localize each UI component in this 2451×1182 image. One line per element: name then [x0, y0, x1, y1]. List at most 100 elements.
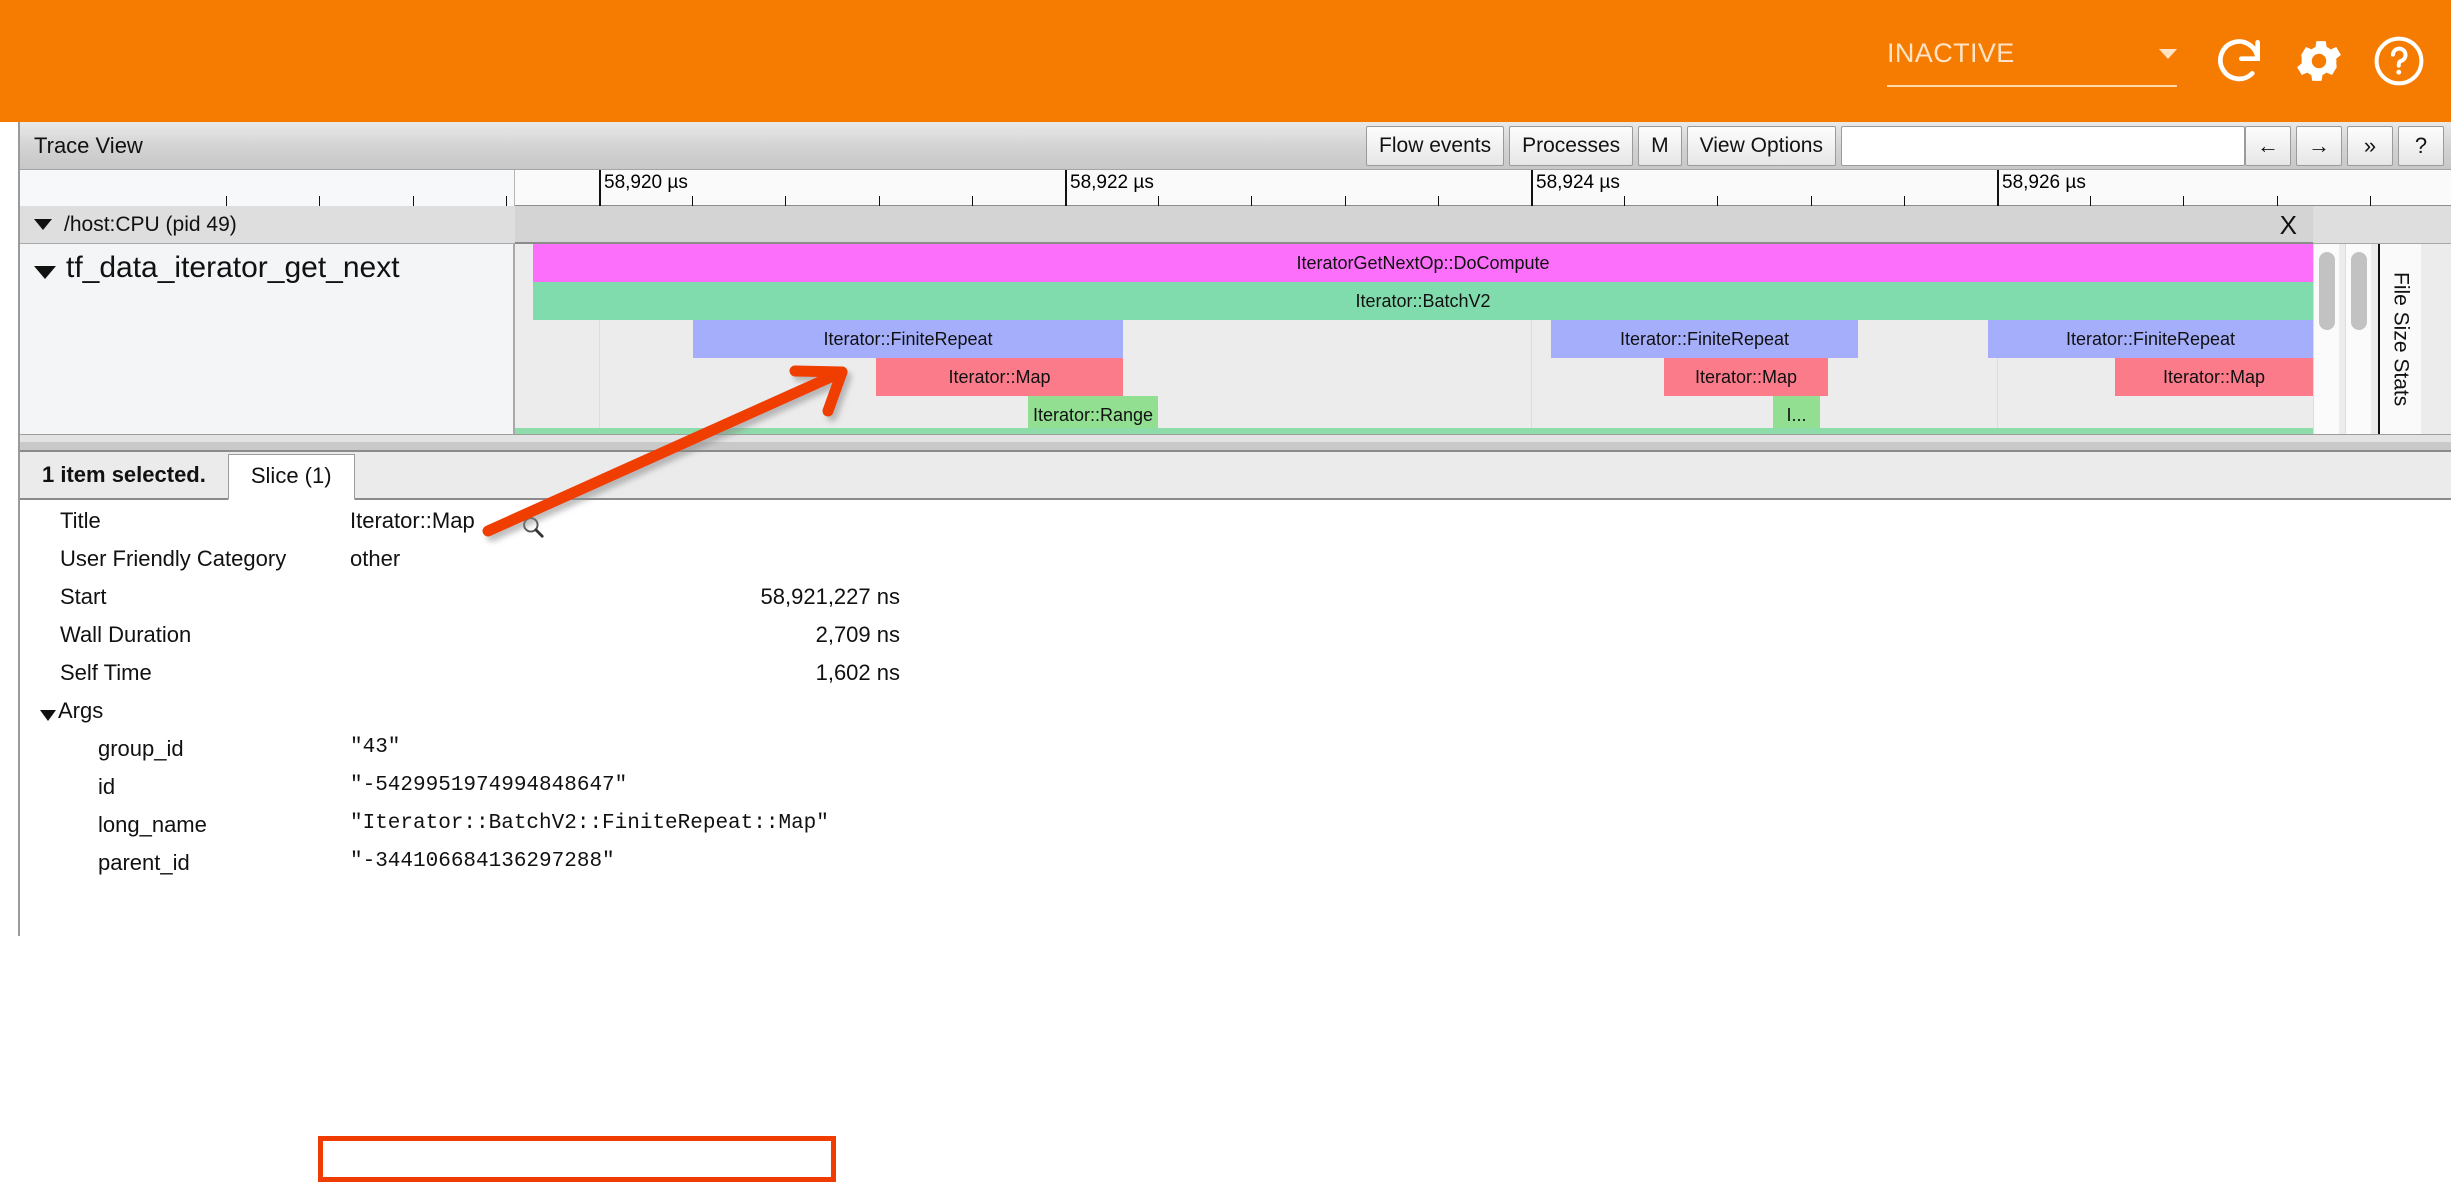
ruler-tick-minor	[505, 196, 507, 206]
trace-slice[interactable]: Iterator::Map	[876, 358, 1123, 396]
ruler-tick-minor	[1624, 196, 1626, 206]
track-area: tf_data_iterator_get_next IteratorGetNex…	[20, 206, 2451, 434]
refresh-icon[interactable]	[2211, 33, 2267, 89]
arg-value: "-5429951974994848647"	[350, 774, 628, 797]
ruler-tick-minor	[319, 196, 321, 206]
detail-key: Wall Duration	[60, 622, 192, 647]
trace-slice[interactable]: Iterator::FiniteRepeat	[693, 320, 1123, 358]
track-label-column: tf_data_iterator_get_next	[20, 244, 515, 434]
ruler-tick-label: 58,922 µs	[1070, 172, 1154, 193]
ruler-gutter	[20, 170, 515, 206]
status-value: INACTIVE	[1887, 38, 2015, 68]
ruler-tick-major	[1997, 170, 1999, 206]
scrollbar-thumb[interactable]	[2351, 252, 2367, 330]
track-summary-strip	[515, 428, 2313, 434]
details-tabbar: 1 item selected. Slice (1)	[20, 452, 2451, 500]
detail-key: User Friendly Category	[60, 546, 287, 571]
panel-divider-lower[interactable]	[20, 442, 2451, 452]
details-body: Title Iterator::Map User Friendly Category…	[20, 502, 2451, 936]
ruler-tick-minor	[1251, 196, 1253, 206]
arg-key: parent_id	[98, 850, 190, 875]
ruler-tick-minor	[971, 196, 973, 206]
scrollbar-thumb[interactable]	[2319, 252, 2335, 330]
trace-help-button[interactable]: ?	[2398, 126, 2444, 166]
detail-value: other	[350, 546, 401, 571]
detail-value: 58,921,227 ns	[760, 584, 900, 609]
detail-key: Self Time	[60, 660, 152, 685]
trace-slice[interactable]: Iterator::BatchV2	[533, 282, 2313, 320]
view-options-button[interactable]: View Options	[1686, 126, 1836, 166]
search-input[interactable]	[1848, 134, 2238, 158]
metrics-button[interactable]: M	[1638, 126, 1682, 166]
detail-value: Iterator::Map	[350, 508, 475, 533]
trace-slice[interactable]: Iterator::Range	[1028, 396, 1158, 434]
search-prev-button[interactable]: ←	[2245, 126, 2291, 166]
trace-slice[interactable]: Iterator::FiniteRepeat	[1988, 320, 2313, 358]
ruler-tick-minor	[692, 196, 694, 206]
caret-down-icon[interactable]	[34, 266, 56, 279]
overflow-button[interactable]: »	[2347, 126, 2393, 166]
vertical-scrollbar-inner[interactable]	[2313, 244, 2339, 434]
arg-value: "-344106684136297288"	[350, 850, 615, 873]
slice-canvas[interactable]: IteratorGetNextOp::DoCompute Iterator::Ba…	[515, 244, 2451, 434]
ruler-tick-minor	[2090, 196, 2092, 206]
panel-divider-upper	[20, 434, 2451, 442]
arg-key: id	[98, 774, 116, 799]
ruler-tick-minor	[226, 196, 228, 206]
magnifier-icon[interactable]	[520, 514, 546, 546]
close-icon[interactable]: X	[2279, 210, 2297, 240]
arg-key: group_id	[98, 736, 184, 761]
file-size-stats-tab[interactable]: File Size Stats	[2378, 244, 2421, 434]
vertical-scrollbar-outer[interactable]	[2345, 244, 2371, 434]
processes-button[interactable]: Processes	[1509, 126, 1634, 166]
trace-slice[interactable]: Iterator::Map	[1664, 358, 1828, 396]
ruler-tick-minor	[785, 196, 787, 206]
ruler-tick-minor	[1437, 196, 1439, 206]
args-section-header[interactable]: Args	[20, 698, 2451, 736]
detail-row: Start 58,921,227 ns	[20, 584, 2451, 622]
detail-row: Wall Duration 2,709 ns	[20, 622, 2451, 660]
ruler-tick-major	[1531, 170, 1533, 206]
ruler-tick-major	[1065, 170, 1067, 206]
args-row: group_id "43"	[20, 736, 2451, 774]
caret-down-icon[interactable]	[34, 219, 52, 230]
app-header: INACTIVE	[0, 0, 2451, 122]
trace-view-titlebar: Trace View Flow events Processes M View …	[20, 122, 2451, 170]
tab-slice[interactable]: Slice (1)	[227, 454, 355, 500]
process-label: /host:CPU (pid 49)	[64, 212, 237, 236]
ruler-tick-label: 58,920 µs	[604, 172, 688, 193]
trace-view-title: Trace View	[34, 133, 143, 158]
ruler-tick-label: 58,924 µs	[1536, 172, 1620, 193]
long-name-highlight-box	[318, 1136, 836, 1182]
gear-icon[interactable]	[2291, 33, 2347, 89]
arg-value: "43"	[350, 736, 401, 759]
detail-row: Title Iterator::Map	[20, 508, 2451, 546]
slice-gridline	[599, 244, 600, 434]
search-input-wrapper[interactable]	[1841, 126, 2245, 166]
ruler-tick-minor	[1344, 196, 1346, 206]
trace-slice[interactable]: I...	[1773, 396, 1820, 434]
help-icon[interactable]	[2371, 33, 2427, 89]
search-next-button[interactable]: →	[2296, 126, 2342, 166]
slice-gridline	[1531, 244, 1532, 434]
ruler-tick-minor	[1158, 196, 1160, 206]
file-size-stats-label: File Size Stats	[2389, 271, 2413, 407]
flow-events-button[interactable]: Flow events	[1366, 126, 1505, 166]
caret-down-icon[interactable]	[40, 710, 56, 721]
status-dropdown[interactable]: INACTIVE	[1887, 35, 2177, 87]
trace-slice[interactable]: IteratorGetNextOp::DoCompute	[533, 244, 2313, 282]
detail-row: User Friendly Category other	[20, 546, 2451, 584]
ruler-tick-label: 58,926 µs	[2002, 172, 2086, 193]
trace-slice[interactable]: Iterator::Map	[2115, 358, 2313, 396]
arg-value: "Iterator::BatchV2::FiniteRepeat::Map"	[350, 812, 829, 835]
trace-slice[interactable]: Iterator::FiniteRepeat	[1551, 320, 1858, 358]
ruler-tick-minor	[1810, 196, 1812, 206]
detail-key: Start	[60, 584, 107, 609]
detail-value: 2,709 ns	[815, 622, 900, 647]
detail-row: Self Time 1,602 ns	[20, 660, 2451, 698]
ruler-tick-minor	[878, 196, 880, 206]
thread-label: tf_data_iterator_get_next	[66, 251, 400, 284]
ruler-tick-minor	[2369, 196, 2371, 206]
